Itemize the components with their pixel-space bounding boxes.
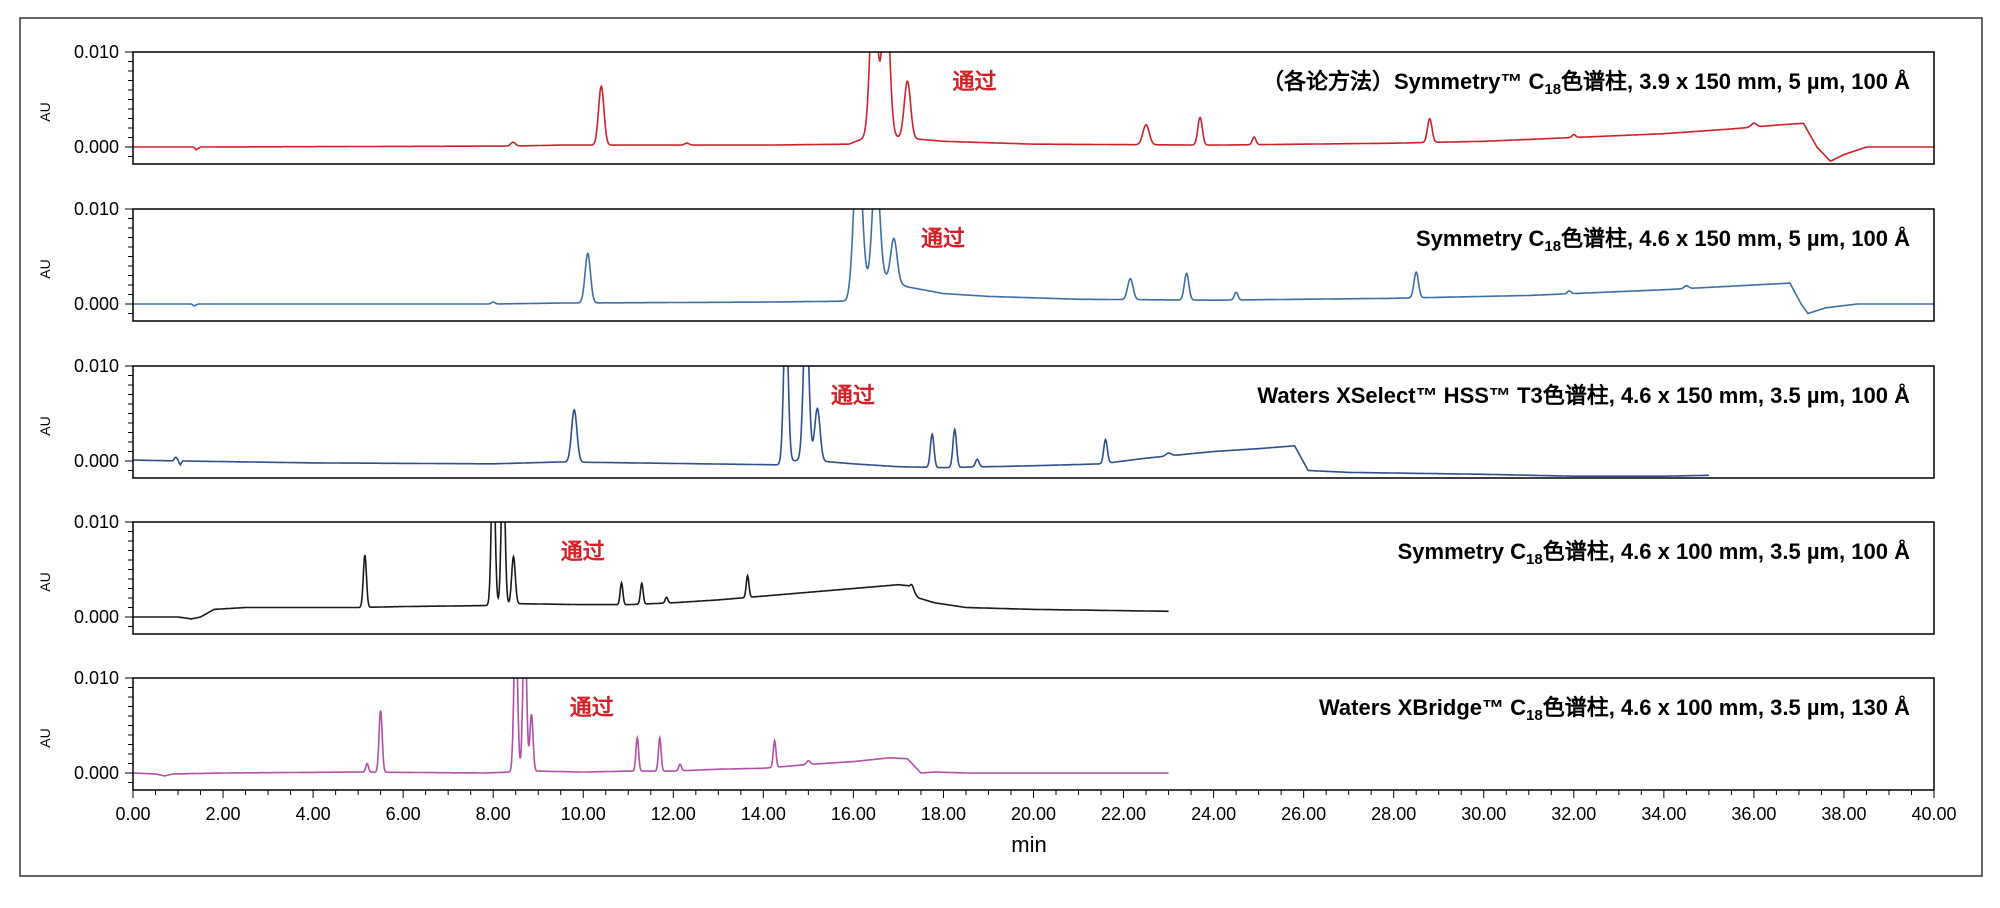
y-tick-label: 0.010 [74, 42, 119, 62]
y-tick-label: 0.000 [74, 607, 119, 627]
y-tick-label: 0.000 [74, 763, 119, 783]
x-tick-label: 28.00 [1371, 804, 1416, 824]
chromatogram-trace-3 [133, 366, 1709, 478]
pass-annotation-2: 通过 [921, 226, 965, 251]
y-tick-label: 0.010 [74, 512, 119, 532]
chart-panels: 0.010 0.000 AU （各论方法）Symmetry™ C18色谱柱, 3.9 … [37, 42, 1935, 791]
y-tick-label: 0.010 [74, 356, 119, 376]
x-tick-label: 22.00 [1101, 804, 1146, 824]
x-tick-label: 26.00 [1281, 804, 1326, 824]
chromatogram-trace-1 [133, 52, 1934, 163]
chart-panel-2: 0.010 0.000 AU Symmetry C18色谱柱, 4.6 x 150 m… [37, 199, 1935, 322]
panel-frame [132, 521, 1935, 635]
x-tick-label: 12.00 [651, 804, 696, 824]
panel-title-3: Waters XSelect™ HSS™ T3色谱柱, 4.6 x 150 mm… [1257, 382, 1910, 408]
panel-title-4: Symmetry C18色谱柱, 4.6 x 100 mm, 3.5 µm, 1… [1398, 538, 1910, 568]
chromatogram-trace-5 [133, 678, 1169, 777]
y-tick-label: 0.010 [74, 668, 119, 688]
panel-title-1: （各论方法）Symmetry™ C18色谱柱, 3.9 x 150 mm, 5 … [1262, 68, 1910, 98]
figure-border [19, 17, 1983, 877]
chromatogram-trace-4 [133, 522, 1169, 620]
panel-title-2: Symmetry C18色谱柱, 4.6 x 150 mm, 5 µm, 100… [1416, 225, 1910, 255]
pass-annotation-4: 通过 [561, 539, 605, 564]
x-axis-title: min [1011, 832, 1046, 857]
pass-annotation-1: 通过 [952, 69, 996, 94]
x-tick-label: 14.00 [741, 804, 786, 824]
y-tick-label: 0.000 [74, 451, 119, 471]
x-tick-label: 38.00 [1821, 804, 1866, 824]
x-tick-label: 36.00 [1731, 804, 1776, 824]
chart-panel-3: 0.010 0.000 AU Waters XSelect™ HSS™ T3色谱柱, … [37, 356, 1935, 479]
x-tick-label: 30.00 [1461, 804, 1506, 824]
y-tick-label: 0.000 [74, 137, 119, 157]
chromatogram-trace-2 [133, 209, 1934, 315]
panel-frame [132, 51, 1935, 165]
x-tick-label: 34.00 [1641, 804, 1686, 824]
pass-annotation-5: 通过 [570, 695, 614, 720]
y-axis-title: AU [37, 572, 53, 591]
panel-title-5: Waters XBridge™ C18色谱柱, 4.6 x 100 mm, 3.… [1319, 694, 1910, 724]
y-axis-title: AU [37, 259, 53, 278]
x-tick-label: 0.00 [115, 804, 150, 824]
chart-panel-4: 0.010 0.000 AU Symmetry C18色谱柱, 4.6 x 100 m… [37, 512, 1935, 635]
chart-panel-1: 0.010 0.000 AU （各论方法）Symmetry™ C18色谱柱, 3.9 … [37, 42, 1935, 165]
chart-panel-5: 0.010 0.000 AU Waters XBridge™ C18色谱柱, 4.6 … [37, 668, 1935, 791]
x-tick-label: 2.00 [206, 804, 241, 824]
x-tick-label: 24.00 [1191, 804, 1236, 824]
x-tick-label: 16.00 [831, 804, 876, 824]
pass-annotation-3: 通过 [831, 383, 875, 408]
y-tick-label: 0.000 [74, 294, 119, 314]
y-axis-title: AU [37, 102, 53, 121]
x-tick-label: 8.00 [476, 804, 511, 824]
panel-frame [132, 208, 1935, 322]
x-tick-label: 40.00 [1911, 804, 1956, 824]
x-tick-label: 6.00 [386, 804, 421, 824]
x-tick-label: 18.00 [921, 804, 966, 824]
y-axis-title: AU [37, 416, 53, 435]
x-tick-label: 4.00 [296, 804, 331, 824]
y-axis-title: AU [37, 728, 53, 747]
x-tick-label: 10.00 [561, 804, 606, 824]
y-tick-label: 0.010 [74, 199, 119, 219]
x-axis: 0.00 2.00 4.00 6.00 8.00 10.00 12.00 14.00 16.00… [115, 790, 1957, 824]
panel-frame [132, 365, 1935, 479]
x-tick-label: 32.00 [1551, 804, 1596, 824]
x-tick-label: 20.00 [1011, 804, 1056, 824]
